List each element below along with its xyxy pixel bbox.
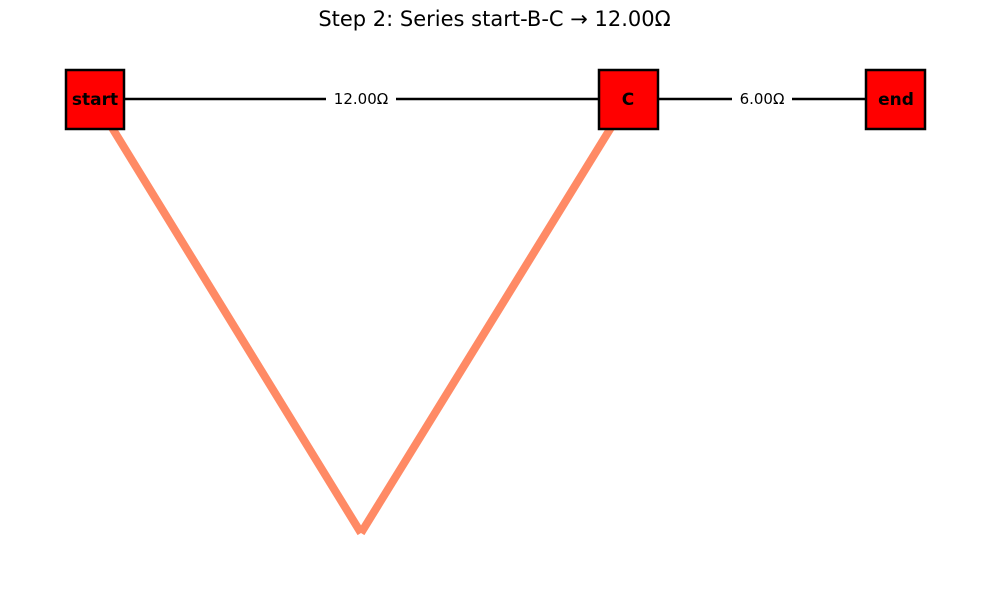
diagram-title: Step 2: Series start-B-C → 12.00Ω — [318, 7, 670, 31]
node-end: end — [864, 68, 927, 131]
node-box-end — [864, 68, 927, 131]
highlighted-series-path — [91, 97, 632, 536]
edge-labels: 12.00Ω 6.00Ω — [326, 89, 792, 109]
edge-label-c-end: 6.00Ω — [740, 90, 785, 108]
path-segment-start-b — [91, 97, 365, 536]
node-box-c — [597, 68, 660, 131]
node-label-end: end — [878, 90, 914, 110]
node-label-c: C — [622, 90, 634, 110]
edge-label-start-c: 12.00Ω — [334, 90, 388, 108]
node-c: C — [597, 68, 660, 131]
node-box-start — [64, 68, 126, 131]
path-segment-b-c — [357, 97, 632, 536]
edge-label-bg-start-c — [326, 89, 396, 109]
edge-label-bg-c-end — [732, 89, 792, 109]
node-label-start: start — [72, 90, 118, 110]
node-start: start — [64, 68, 126, 131]
